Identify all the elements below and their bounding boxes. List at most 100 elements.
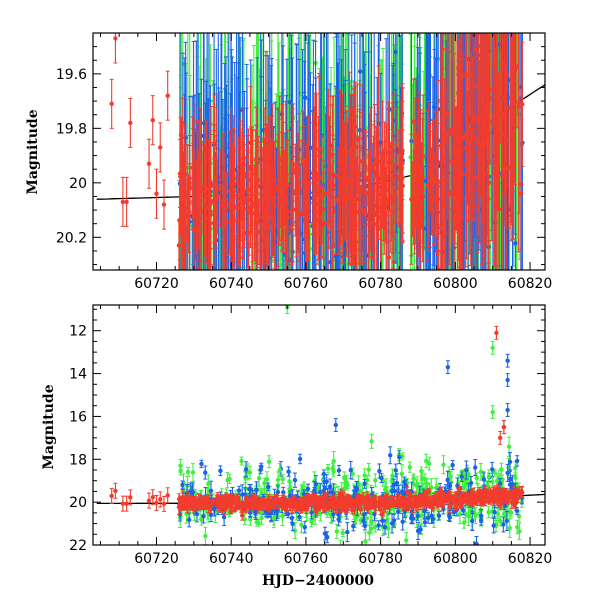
top-red-point [396,129,401,228]
top-red-point-marker [220,203,226,208]
top-red-point-marker [221,209,227,214]
top-red-point-marker [340,148,345,153]
top-red-point-marker [272,195,277,200]
top-red-point-marker [359,187,365,192]
top-red-point-marker [369,164,374,169]
top-red-point [235,176,240,240]
top-red-point-marker [487,96,493,101]
top-red-point [325,153,331,270]
top-red-point [468,33,473,267]
top-red-point [487,33,493,165]
top-red-point-marker [224,219,230,225]
top-red-point-marker [262,168,267,173]
top-red-point [369,186,375,259]
top-red-point [272,160,277,234]
top-panel: 60720 60740 60760 60780 60800 6082019.619.820… [56,0,552,339]
top-red-point-marker [411,119,416,124]
top-red-point [300,110,306,217]
top-green-point-marker [485,16,489,20]
top-red-point-marker [300,161,306,166]
top-red-point-marker [191,227,196,232]
top-red-point-marker [396,176,401,181]
top-red-point-marker [386,150,391,156]
top-red-point [323,113,328,270]
top-red-point-marker [505,0,509,3]
top-red-point [220,131,226,270]
top-red-point-marker [374,222,379,227]
top-red-point-marker [323,191,328,196]
top-red-point-marker [315,218,321,223]
top-red-point [295,120,300,270]
top-blue-point-marker [308,145,313,150]
top-blue-point-marker [378,140,383,145]
top-green-point-marker [469,325,473,329]
top-green-point-marker [511,16,515,20]
top-blue-point-marker [279,111,285,117]
top-red-point [496,97,502,270]
top-red-point-marker [190,165,195,170]
top-red-point-marker [245,197,250,203]
top-red-point [297,113,302,262]
top-red-point-marker [475,140,480,146]
top-red-point [317,75,322,236]
top-green-point [408,33,413,270]
top-red-point-marker [363,177,369,183]
top-red-point-marker [298,210,304,216]
top-red-point [248,86,253,248]
top-red-point [338,158,343,239]
top-blue-point-marker [240,107,245,113]
top-red-point [195,131,200,232]
top-red-point-marker [354,210,359,215]
top-red-point [203,151,209,263]
top-red-point [440,68,445,270]
top-red-point-marker [379,215,384,221]
top-green-point-marker [181,271,185,275]
top-red-point-marker [389,144,394,149]
top-green-point-marker [495,313,499,317]
top-red-point-marker [433,152,438,157]
top-red-point [390,155,396,269]
top-red-point-marker [317,153,322,159]
top-red-point-marker [325,220,331,226]
top-red-point-marker [477,149,482,154]
top-red-point [359,144,365,235]
top-green-point-marker [496,23,500,27]
top-red-point [224,172,230,270]
top-red-point-marker [445,111,450,117]
top-red-point-marker [389,194,394,199]
top-red-point [506,106,512,229]
top-red-point-marker [496,207,502,212]
top-red-point [345,122,350,237]
top-red-point [315,176,321,265]
top-red-point-marker [357,173,362,178]
top-red-point [218,148,223,227]
top-blue-point-marker [450,335,454,339]
top-blue-point-marker [513,241,518,246]
top-red-point-marker [218,185,223,191]
top-red-point [340,180,345,264]
top-red-point [508,33,514,242]
top-green-point-marker [408,155,413,160]
top-red-point-marker [440,192,445,198]
top-red-point-marker [468,138,473,143]
top-red-point-marker [195,179,200,184]
top-red-point-marker [361,207,366,213]
top-red-point-marker [374,157,379,162]
top-red-point [352,197,357,267]
top-red-point [477,59,482,244]
top-data-layer [96,0,545,339]
top-red-point-marker [390,210,396,215]
top-red-point-marker [516,104,521,110]
top-red-point-marker [297,185,302,190]
top-red-point [374,126,379,193]
top-blue-point-marker [213,311,217,315]
top-red-point [516,33,521,253]
top-blue-point-marker [477,23,481,27]
top-red-point-marker [203,205,209,210]
top-red-point [262,140,267,201]
top-red-point-marker [368,167,373,173]
top-red-point [411,78,416,165]
top-blue-point-marker [470,25,474,29]
top-red-point-marker [386,255,392,260]
